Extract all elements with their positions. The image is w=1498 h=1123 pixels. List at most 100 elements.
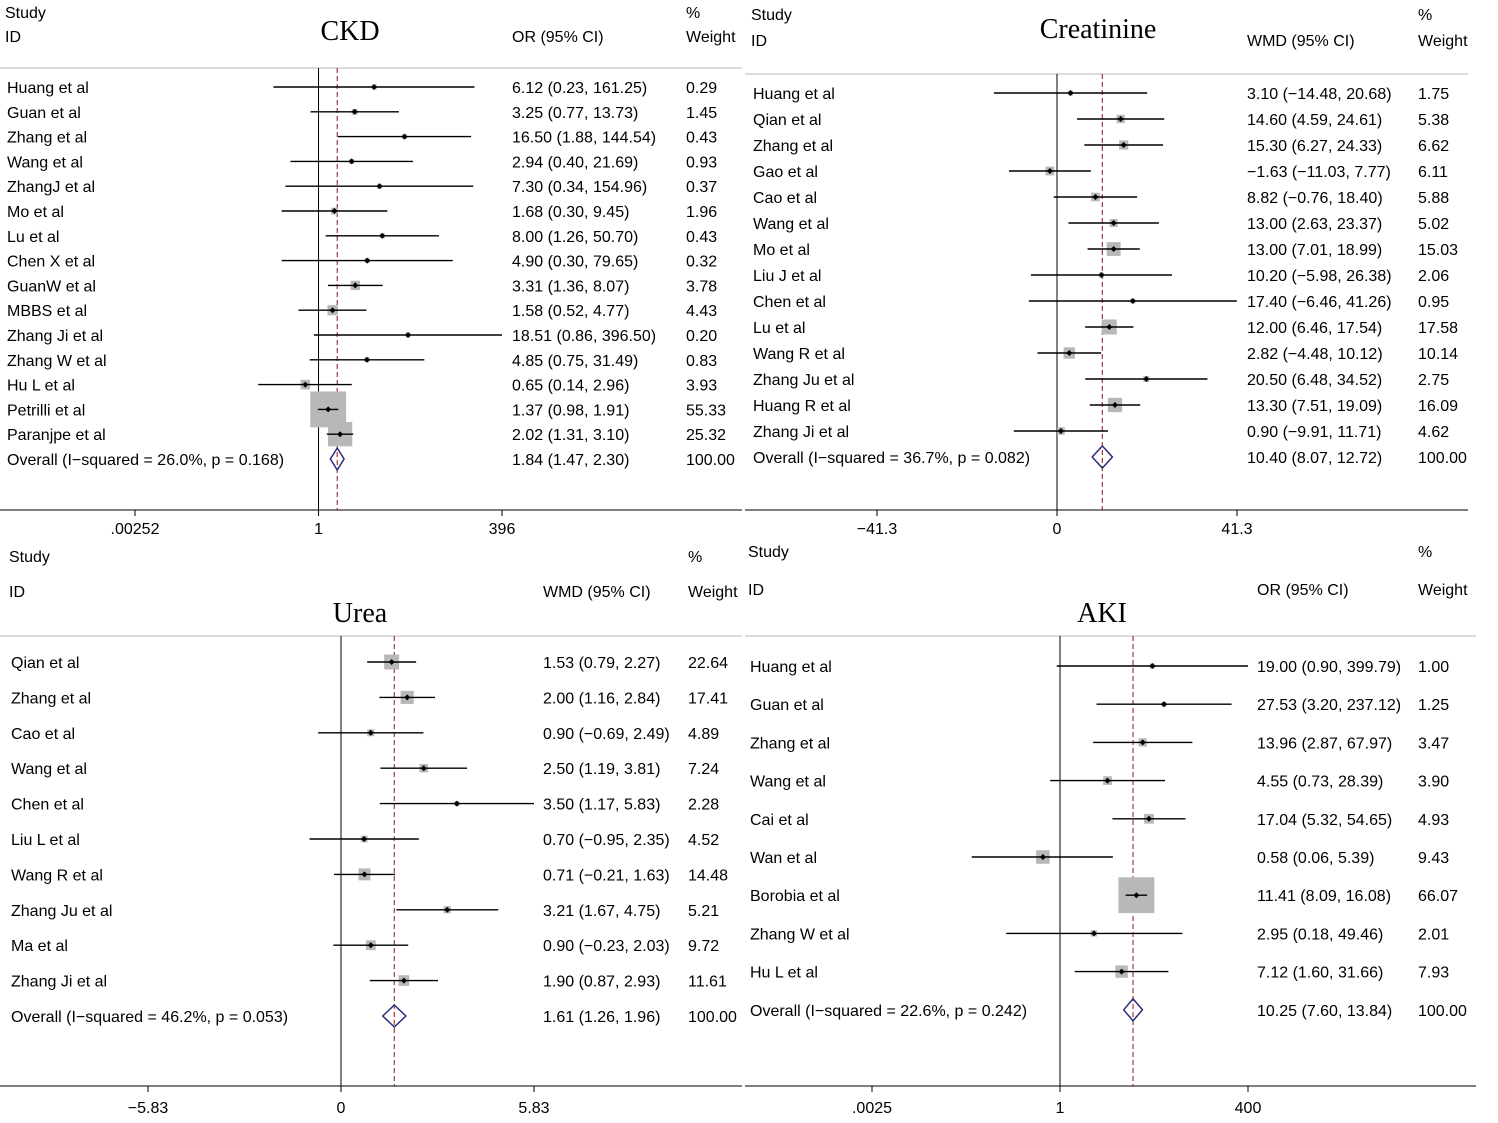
overall-label: Overall (I−squared = 36.7%, p = 0.082) [753, 450, 1030, 467]
x-axis-tick-label: 41.3 [1221, 521, 1252, 538]
study-ci-text: 2.50 (1.19, 3.81) [543, 761, 660, 778]
study-ci-text: 13.30 (7.51, 19.09) [1247, 398, 1382, 415]
study-weight-text: 15.03 [1418, 242, 1458, 259]
study-ci-text: 19.00 (0.90, 399.79) [1257, 659, 1401, 676]
study-point-estimate [1145, 815, 1152, 822]
effect-column-header: WMD (95% CI) [1247, 33, 1355, 50]
study-label: Gao et al [753, 164, 818, 181]
study-label: Zhang Ji et al [753, 424, 849, 441]
study-point-estimate [1039, 854, 1046, 860]
study-weight-text: 4.43 [686, 303, 717, 320]
study-point-estimate [404, 694, 411, 701]
study-weight-text: 3.78 [686, 278, 717, 295]
study-weight-text: 1.96 [686, 204, 717, 221]
study-weight-text: 0.29 [686, 80, 717, 97]
study-point-estimate [379, 232, 386, 239]
study-label: Chen X et al [7, 254, 95, 271]
study-weight-text: 25.32 [686, 427, 726, 444]
study-point-estimate [1139, 739, 1146, 746]
effect-column-header: WMD (95% CI) [543, 584, 651, 601]
study-weight-text: 9.72 [688, 938, 719, 955]
study-weight-text: 0.95 [1418, 294, 1449, 311]
study-label: Chen et al [753, 294, 826, 311]
study-weight-text: 2.75 [1418, 372, 1449, 389]
study-column-header: Study [5, 5, 46, 22]
x-axis-tick-label: 396 [489, 521, 516, 538]
panel-title: Urea [333, 598, 388, 629]
study-label: MBBS et al [7, 303, 87, 320]
study-point-estimate [1118, 968, 1125, 975]
study-weight-text: 5.02 [1418, 216, 1449, 233]
overall-diamond [329, 446, 345, 472]
study-ci-text: 0.65 (0.14, 2.96) [512, 378, 629, 395]
study-label: Zhang Ju et al [11, 903, 112, 920]
study-point-estimate [1090, 930, 1097, 937]
panel-title: Creatinine [1040, 14, 1157, 45]
study-point-estimate [1149, 663, 1156, 669]
study-label: Hu L et al [750, 965, 818, 982]
study-point-estimate [376, 183, 383, 190]
study-point-estimate [444, 906, 451, 913]
study-label: Mo et al [753, 242, 810, 259]
study-weight-text: 4.62 [1418, 424, 1449, 441]
study-ci-text: 1.58 (0.52, 4.77) [512, 303, 629, 320]
id-column-header: ID [5, 29, 21, 46]
study-weight-text: 0.43 [686, 229, 717, 246]
study-weight-text: 4.89 [688, 726, 719, 743]
study-ci-text: 14.60 (4.59, 24.61) [1247, 112, 1382, 129]
study-weight-text: 1.45 [686, 105, 717, 122]
study-ci-text: 8.82 (−0.76, 18.40) [1247, 190, 1383, 207]
study-label: Zhang et al [7, 130, 87, 147]
study-ci-text: 13.00 (2.63, 23.37) [1247, 216, 1382, 233]
study-ci-text: 8.00 (1.26, 50.70) [512, 229, 638, 246]
percent-column-header: % [686, 5, 700, 22]
study-point-estimate [405, 332, 412, 338]
study-weight-text: 0.32 [686, 254, 717, 271]
study-point-estimate [1106, 324, 1113, 330]
study-point-estimate [1104, 777, 1111, 784]
study-label: Cao et al [11, 726, 75, 743]
study-ci-text: 3.10 (−14.48, 20.68) [1247, 86, 1392, 103]
weight-column-header: Weight [686, 29, 736, 46]
study-label: Zhang W et al [750, 926, 850, 943]
study-point-estimate [1057, 428, 1064, 434]
study-ci-text: 3.21 (1.67, 4.75) [543, 903, 660, 920]
study-ci-text: 4.90 (0.30, 79.65) [512, 254, 638, 271]
study-point-estimate [361, 871, 368, 878]
study-point-estimate [363, 356, 370, 363]
study-ci-text: 4.55 (0.73, 28.39) [1257, 774, 1383, 791]
study-label: Zhang et al [750, 735, 830, 752]
study-point-estimate [351, 108, 358, 115]
study-ci-text: 18.51 (0.86, 396.50) [512, 328, 656, 345]
study-ci-text: 13.96 (2.87, 67.97) [1257, 735, 1392, 752]
study-point-estimate [367, 942, 374, 949]
study-point-estimate [367, 729, 374, 736]
study-point-estimate [1046, 168, 1053, 174]
study-weight-text: 0.93 [686, 154, 717, 171]
study-label: Huang et al [753, 86, 835, 103]
study-column-header: Study [751, 7, 792, 24]
study-ci-text: 2.02 (1.31, 3.10) [512, 427, 629, 444]
study-ci-text: 7.12 (1.60, 31.66) [1257, 965, 1383, 982]
study-label: Wang et al [7, 154, 83, 171]
study-weight-text: 1.75 [1418, 86, 1449, 103]
study-label: Wan et al [750, 850, 817, 867]
study-point-estimate [371, 84, 378, 90]
study-label: Hu L et al [7, 378, 75, 395]
study-point-estimate [1067, 90, 1074, 96]
study-label: Zhang et al [753, 138, 833, 155]
study-label: Mo et al [7, 204, 64, 221]
overall-weight-text: 100.00 [686, 452, 735, 469]
overall-label: Overall (I−squared = 46.2%, p = 0.053) [11, 1009, 288, 1026]
study-ci-text: 13.00 (7.01, 18.99) [1247, 242, 1382, 259]
study-label: Liu L et al [11, 832, 80, 849]
study-label: Lu et al [7, 229, 59, 246]
overall-diamond [1091, 444, 1114, 470]
study-label: Zhang et al [11, 690, 91, 707]
study-point-estimate [302, 381, 309, 388]
study-point-estimate [329, 307, 336, 314]
study-ci-text: 3.25 (0.77, 13.73) [512, 105, 638, 122]
study-weight-text: 7.24 [688, 761, 719, 778]
effect-column-header: OR (95% CI) [512, 29, 604, 46]
study-ci-text: 2.94 (0.40, 21.69) [512, 154, 638, 171]
